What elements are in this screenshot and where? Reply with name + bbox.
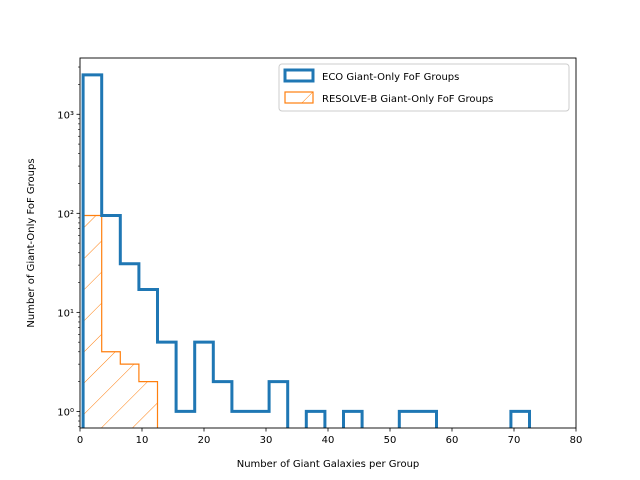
x-tick-label: 30 [260, 435, 273, 446]
y-tick-label: 10¹ [57, 308, 74, 319]
x-tick-label: 50 [384, 435, 397, 446]
y-axis: 10⁰ 10¹ 10² 10³ [57, 66, 80, 428]
legend-swatch-eco [283, 68, 315, 83]
x-tick-label: 0 [77, 435, 83, 446]
plot-frame [79, 57, 577, 429]
legend-swatch-resolve [284, 91, 314, 104]
x-tick-label: 70 [508, 435, 521, 446]
x-tick-label: 80 [570, 435, 583, 446]
y-tick-label: 10² [57, 209, 74, 220]
x-tick-label: 10 [136, 435, 149, 446]
x-axis: 0 10 20 30 40 50 60 70 80 [77, 428, 583, 446]
x-tick-label: 20 [198, 435, 211, 446]
y-tick-label: 10³ [57, 110, 74, 121]
y-axis-label: Number of Giant-Only FoF Groups [26, 158, 37, 327]
y-tick-label: 10⁰ [57, 407, 74, 418]
series-resolve-b-histogram [82, 214, 159, 428]
x-axis-label: Number of Giant Galaxies per Group [237, 459, 420, 470]
legend-label-resolve: RESOLVE-B Giant-Only FoF Groups [322, 94, 493, 105]
plot-area [81, 73, 531, 428]
legend-frame [278, 63, 570, 112]
legend-label-eco: ECO Giant-Only FoF Groups [322, 72, 459, 83]
series-eco-histogram [81, 73, 531, 428]
legend: ECO Giant-Only FoF Groups RESOLVE-B Gian… [278, 63, 570, 112]
x-tick-label: 60 [446, 435, 459, 446]
x-tick-label: 40 [322, 435, 335, 446]
